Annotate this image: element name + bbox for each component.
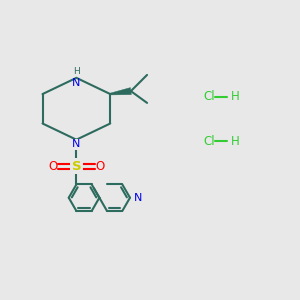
Text: N: N [134, 193, 142, 203]
Text: N: N [72, 78, 81, 88]
Text: S: S [72, 160, 81, 173]
Text: N: N [72, 139, 81, 149]
Polygon shape [110, 88, 131, 95]
Text: Cl: Cl [203, 135, 214, 148]
Text: H: H [73, 67, 80, 76]
Text: O: O [95, 160, 105, 173]
Text: Cl: Cl [203, 91, 214, 103]
Text: H: H [231, 91, 240, 103]
Text: H: H [231, 135, 240, 148]
Text: O: O [48, 160, 58, 173]
